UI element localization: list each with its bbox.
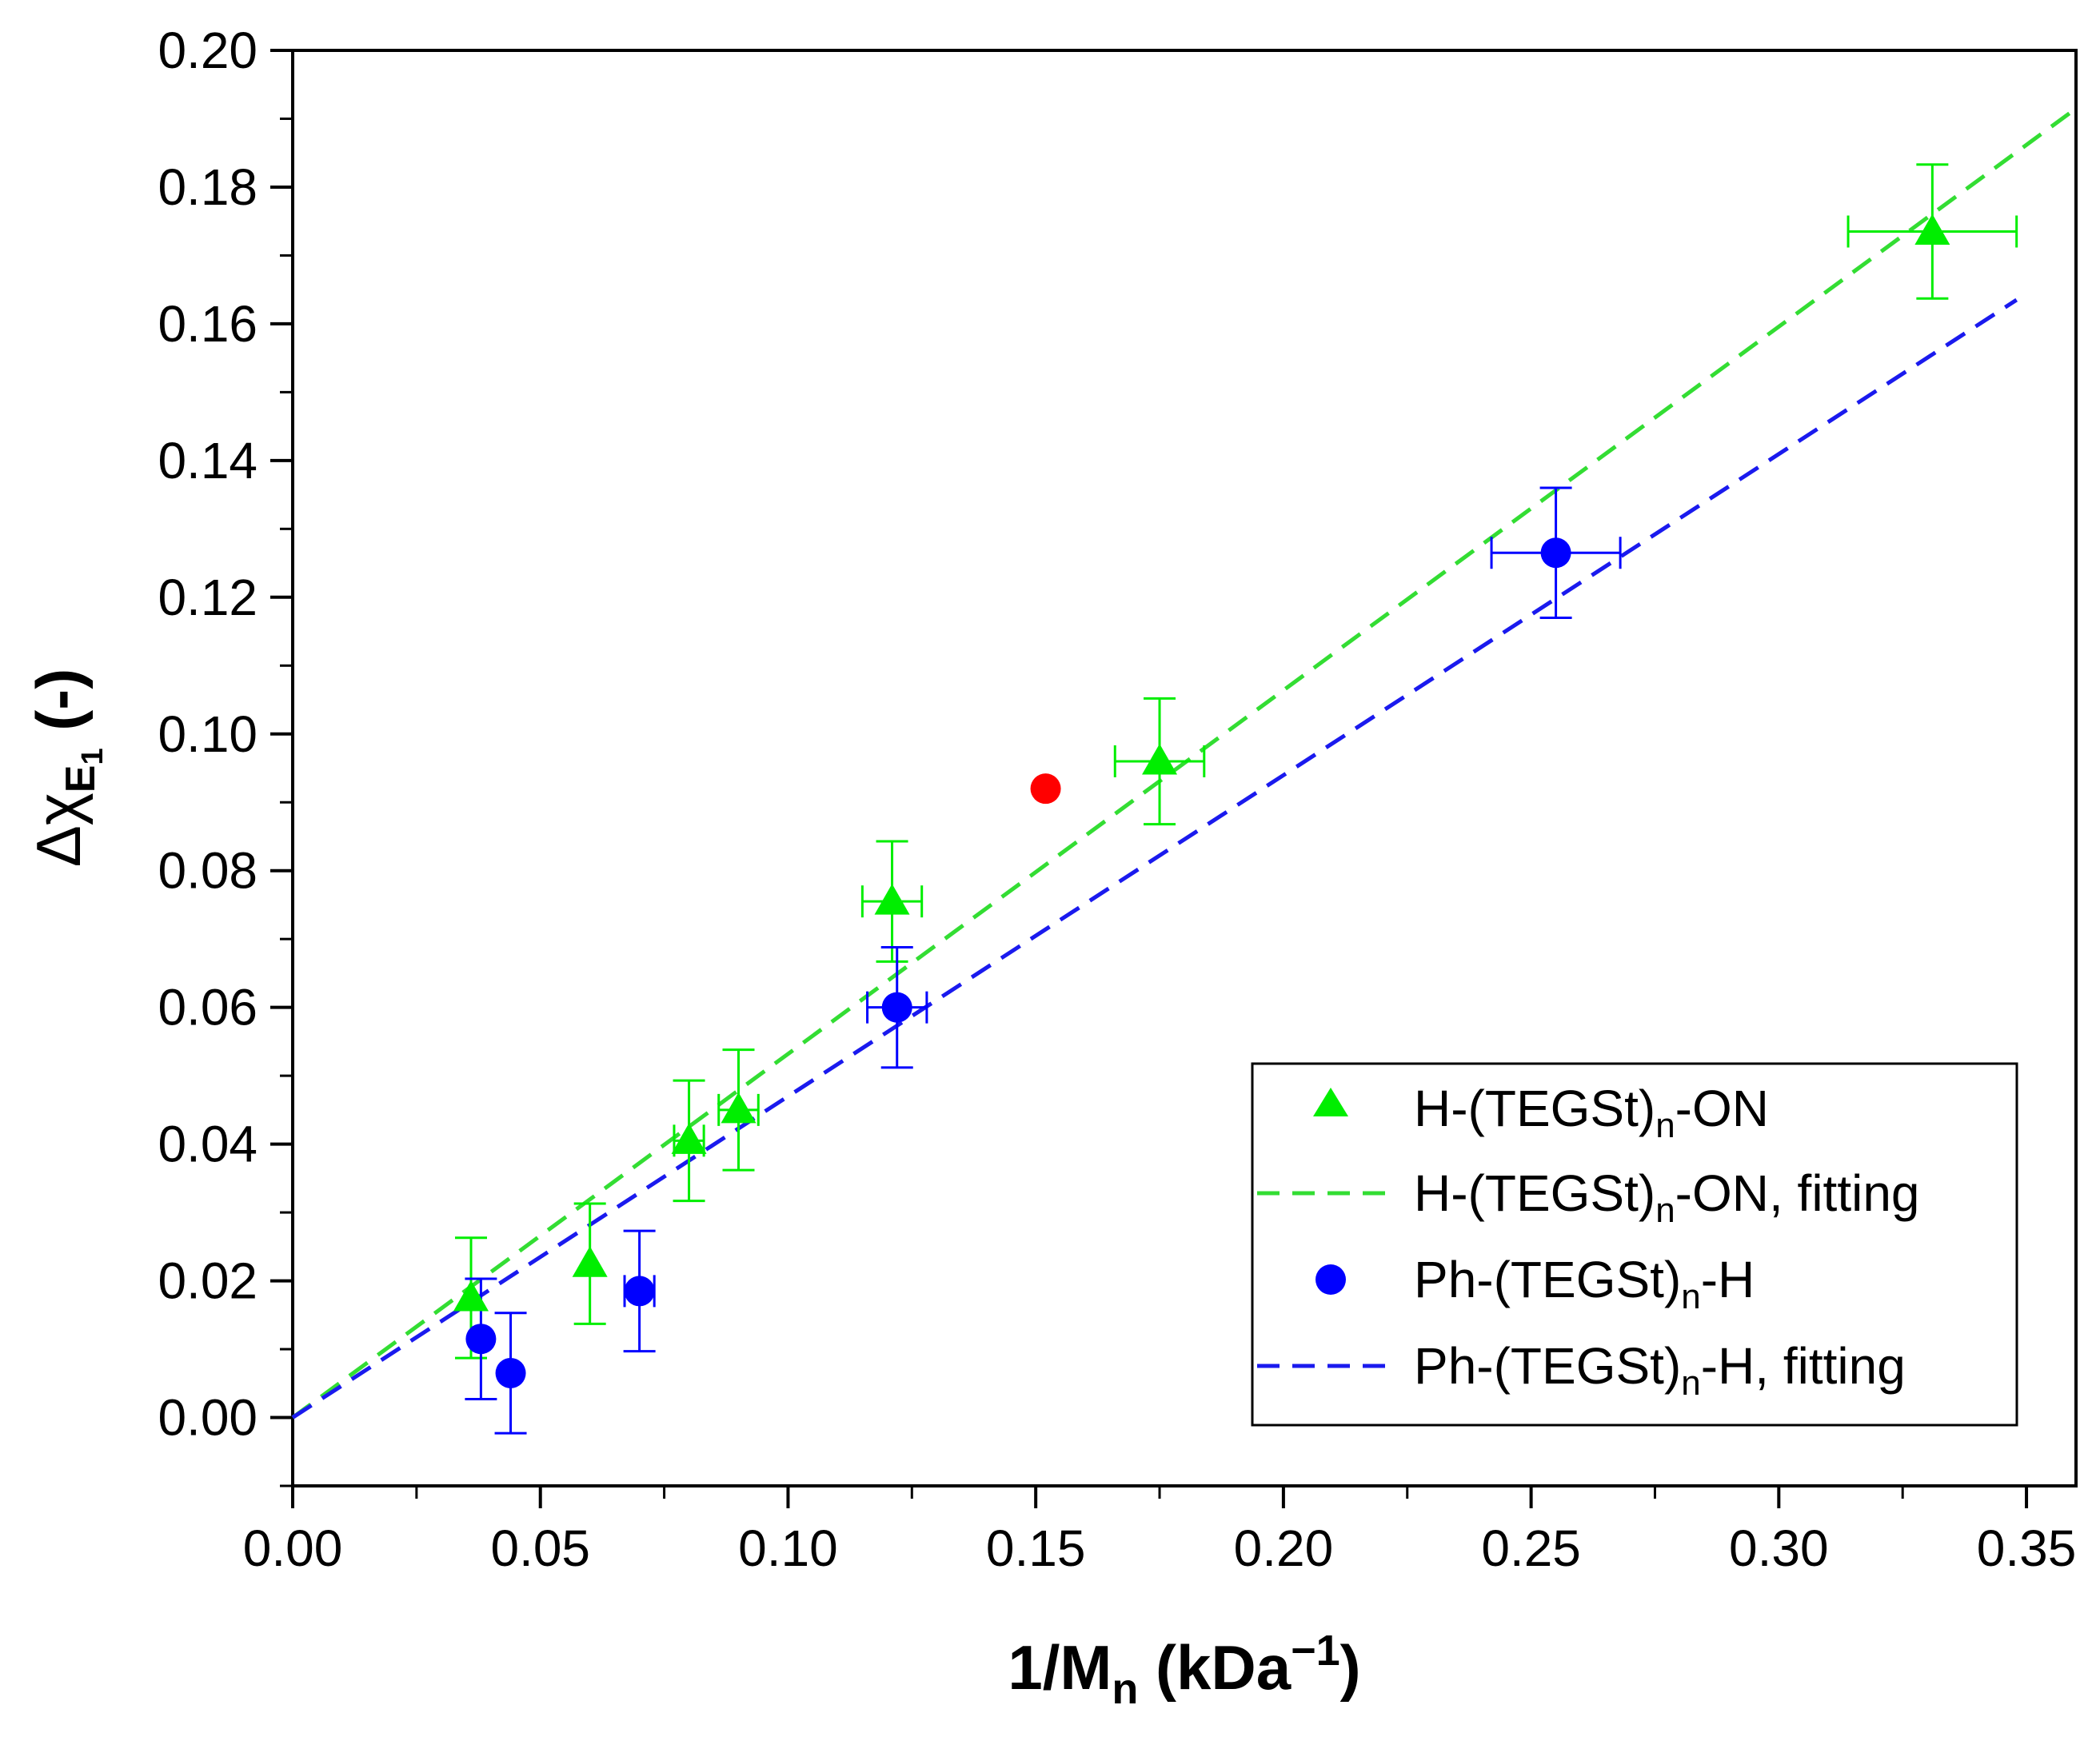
legend-label-h-ton-fit-a: H-(TEGSt) [1414, 1164, 1655, 1222]
data-point-triangle [1914, 214, 1950, 246]
y-tick-label: 0.00 [158, 1389, 258, 1447]
y-tick-label: 0.04 [158, 1116, 258, 1173]
legend-label-h-ton-fit-b: -ON, fitting [1675, 1164, 1920, 1222]
y-tick-label: 0.18 [158, 158, 258, 216]
x-axis-title-main: 1/M [1008, 1632, 1112, 1703]
x-tick-label: 0.25 [1481, 1519, 1581, 1577]
data-point-triangle [874, 884, 910, 915]
fit-line-series-1 [291, 106, 2078, 1420]
y-tick-label: 0.02 [158, 1252, 258, 1310]
fit-line-series-3 [291, 297, 2018, 1420]
legend-label-ph-h-fit-sub: n [1681, 1364, 1700, 1403]
x-tick-label: 0.30 [1729, 1519, 1829, 1577]
legend-label-h-ton-fit-sub: n [1655, 1191, 1675, 1230]
fit-lines [291, 106, 2078, 1420]
y-tick-label: 0.08 [158, 842, 258, 900]
y-axis-title: ΔχE1 (-) [23, 669, 110, 867]
x-tick-label: 0.35 [1977, 1519, 2077, 1577]
x-tick-label: 0.05 [490, 1519, 590, 1577]
legend-label-h-ton: H-(TEGSt)n-ON [1414, 1080, 1769, 1145]
data-point-circle [495, 1357, 526, 1388]
legend-label-ph-h-fit-a: Ph-(TEGSt) [1414, 1337, 1681, 1395]
x-tick-label: 0.15 [986, 1519, 1086, 1577]
data-point-circle [624, 1276, 655, 1307]
y-axis-title-subsub: 1 [76, 748, 110, 765]
y-tick-label: 0.20 [158, 22, 258, 79]
legend-label-ph-h: Ph-(TEGSt)n-H [1414, 1251, 1755, 1316]
data-point-triangle [671, 1123, 707, 1154]
x-axis-title-sub: n [1112, 1665, 1138, 1713]
x-tick-label: 0.20 [1234, 1519, 1334, 1577]
y-tick-label: 0.06 [158, 979, 258, 1036]
legend-label-h-ton-b: -ON [1675, 1080, 1769, 1137]
legend-circle-marker [1315, 1264, 1346, 1295]
data-point-triangle [1142, 743, 1178, 775]
legend-label-ph-h-fit-b: -H, fitting [1701, 1337, 1906, 1395]
legend-label-ph-h-sub: n [1681, 1277, 1700, 1316]
data-markers [453, 214, 1950, 1388]
y-tick-label: 0.14 [158, 432, 258, 489]
y-tick-label: 0.10 [158, 705, 258, 763]
legend-label-h-ton-sub: n [1655, 1106, 1675, 1145]
x-axis-title-close: ) [1340, 1632, 1361, 1703]
data-point-triangle [572, 1246, 608, 1277]
data-point-triangle [721, 1092, 757, 1124]
x-axis-title-rest: (kDa [1138, 1632, 1291, 1703]
data-point-triangle [453, 1280, 489, 1312]
legend-label-ph-h-b: -H [1701, 1251, 1755, 1308]
data-point-red-circle [1030, 773, 1061, 805]
x-axis-title: 1/Mn (kDa−1) [1008, 1627, 1360, 1713]
y-tick-label: 0.16 [158, 295, 258, 353]
plot-frame [291, 49, 2078, 1487]
legend-label-h-ton-fit: H-(TEGSt)n-ON, fitting [1414, 1164, 1920, 1230]
x-tick-label: 0.00 [243, 1519, 343, 1577]
data-point-circle [1540, 537, 1571, 569]
y-axis-title-main: Δχ [23, 793, 94, 867]
legend-triangle-marker [1313, 1088, 1348, 1116]
y-tick-label: 0.12 [158, 569, 258, 626]
legend-label-ph-h-a: Ph-(TEGSt) [1414, 1251, 1681, 1308]
legend-label-h-ton-a: H-(TEGSt) [1414, 1080, 1655, 1137]
y-axis-title-sub: E [58, 765, 104, 793]
data-point-circle [881, 992, 912, 1023]
data-point-circle [465, 1324, 497, 1355]
axis-ticks: 0.00 0.05 0.10 0.15 0.20 0.25 0.30 0.35 0.00 0.02… [158, 22, 2076, 1577]
x-tick-label: 0.10 [738, 1519, 838, 1577]
legend-label-ph-h-fit: Ph-(TEGSt)n-H, fitting [1414, 1337, 1906, 1403]
y-axis-title-rest: (-) [23, 669, 94, 749]
x-axis-title-sup: −1 [1291, 1627, 1340, 1675]
legend: H-(TEGSt)n-ON H-(TEGSt)n-ON, fitting Ph-… [1251, 1062, 2018, 1427]
